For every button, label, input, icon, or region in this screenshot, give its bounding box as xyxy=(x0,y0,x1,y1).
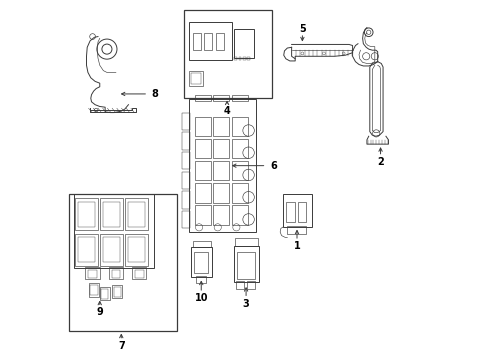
Text: 10: 10 xyxy=(195,293,208,303)
Bar xyxy=(235,238,258,246)
Bar xyxy=(182,152,190,169)
Bar xyxy=(128,202,145,226)
Bar xyxy=(214,161,229,180)
Text: 8: 8 xyxy=(152,89,159,99)
Bar xyxy=(100,287,110,300)
Bar xyxy=(191,73,201,84)
Bar xyxy=(109,267,123,279)
Bar xyxy=(69,194,177,330)
Bar xyxy=(214,139,229,158)
Bar xyxy=(232,139,248,158)
Bar xyxy=(214,206,229,225)
Bar xyxy=(88,270,97,278)
Text: 7: 7 xyxy=(118,341,124,351)
Bar xyxy=(182,211,190,228)
Bar xyxy=(195,206,211,225)
Bar xyxy=(102,237,120,262)
Bar xyxy=(74,234,98,266)
Bar xyxy=(128,237,145,262)
Bar xyxy=(182,192,190,209)
Bar xyxy=(234,57,237,59)
Bar xyxy=(216,33,224,50)
Bar xyxy=(247,281,255,289)
Bar xyxy=(195,95,211,101)
Bar xyxy=(85,267,100,279)
Bar xyxy=(184,10,272,98)
Bar xyxy=(214,95,229,101)
Bar xyxy=(195,183,211,203)
Bar xyxy=(190,99,256,232)
Bar xyxy=(112,285,122,298)
Bar xyxy=(214,117,229,136)
Bar xyxy=(101,289,108,299)
Bar xyxy=(287,226,306,234)
Text: 1: 1 xyxy=(294,241,300,251)
Bar xyxy=(195,139,211,158)
Bar xyxy=(195,161,211,180)
Bar xyxy=(77,237,95,262)
Text: 3: 3 xyxy=(243,299,249,309)
Bar xyxy=(283,194,312,226)
Bar xyxy=(193,33,201,50)
Text: 2: 2 xyxy=(377,157,384,167)
Bar xyxy=(236,281,245,289)
Bar xyxy=(298,202,306,222)
Bar xyxy=(100,198,123,230)
Text: 9: 9 xyxy=(97,307,103,316)
Bar xyxy=(114,287,121,297)
Bar xyxy=(190,22,232,60)
Bar xyxy=(286,202,295,222)
Bar xyxy=(237,252,255,279)
Bar xyxy=(132,267,147,279)
Bar xyxy=(74,198,98,230)
Bar xyxy=(135,270,144,278)
Bar xyxy=(77,202,95,226)
Bar xyxy=(100,234,123,266)
Bar xyxy=(247,57,250,59)
Bar xyxy=(196,276,206,283)
Bar xyxy=(193,241,211,247)
Text: 4: 4 xyxy=(224,106,230,116)
Bar xyxy=(182,132,190,149)
Bar xyxy=(195,117,211,136)
Bar xyxy=(182,172,190,189)
Bar xyxy=(243,57,245,59)
Text: 5: 5 xyxy=(299,24,306,34)
Text: 6: 6 xyxy=(271,161,277,171)
Bar xyxy=(91,285,98,295)
Bar xyxy=(125,198,148,230)
Bar xyxy=(194,252,208,273)
Bar xyxy=(232,161,248,180)
Bar xyxy=(102,202,120,226)
Bar xyxy=(232,117,248,136)
Bar xyxy=(191,247,212,277)
Bar xyxy=(204,33,212,50)
Bar xyxy=(190,71,203,86)
Bar xyxy=(214,183,229,203)
Bar xyxy=(89,283,99,297)
Bar xyxy=(239,57,242,59)
Bar xyxy=(232,206,248,225)
Bar xyxy=(74,194,154,268)
Bar xyxy=(234,29,254,58)
Bar xyxy=(234,246,259,282)
Bar xyxy=(232,183,248,203)
Bar xyxy=(232,95,248,101)
Bar xyxy=(125,234,148,266)
Bar xyxy=(112,270,120,278)
Bar xyxy=(182,113,190,130)
